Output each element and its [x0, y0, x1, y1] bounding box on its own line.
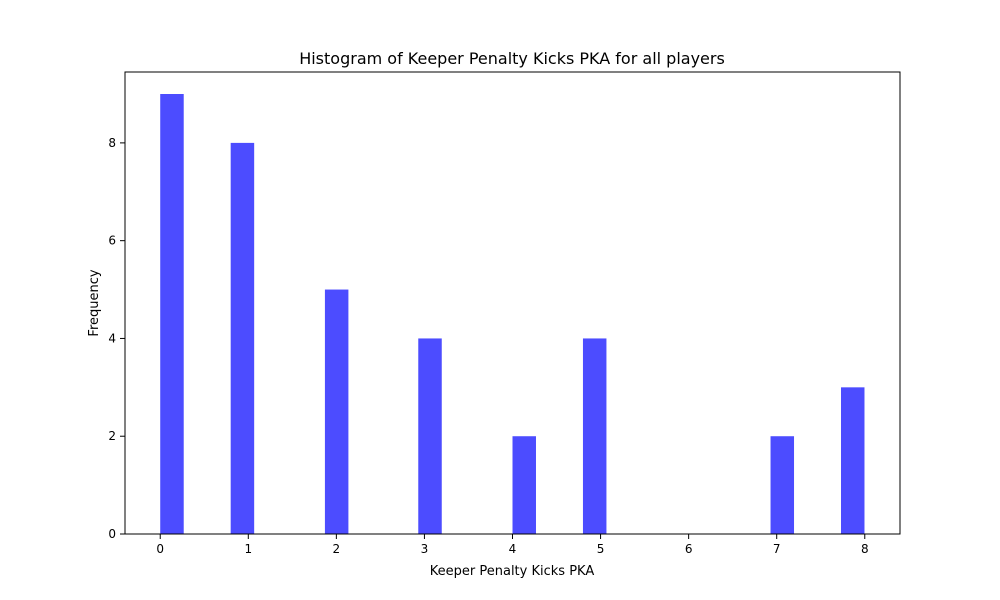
y-tick-label: 0	[108, 527, 116, 541]
bar-7	[840, 387, 865, 534]
bar-4	[512, 436, 536, 534]
y-tick-label: 4	[108, 331, 116, 345]
bar-5	[582, 338, 607, 534]
bar-2	[324, 289, 349, 534]
x-tick-label: 3	[421, 542, 429, 556]
x-tick-label: 8	[861, 542, 869, 556]
bar-6	[770, 436, 795, 534]
x-tick-label: 5	[597, 542, 605, 556]
x-tick-label: 7	[773, 542, 781, 556]
y-tick-label: 6	[108, 234, 116, 248]
x-tick-label: 6	[685, 542, 693, 556]
y-tick-label: 2	[108, 429, 116, 443]
x-tick-label: 0	[156, 542, 164, 556]
x-tick-label: 4	[509, 542, 517, 556]
x-tick-label: 1	[244, 542, 252, 556]
x-axis-label: Keeper Penalty Kicks PKA	[430, 564, 595, 579]
y-axis-label: Frequency	[87, 269, 102, 336]
chart-title: Histogram of Keeper Penalty Kicks PKA fo…	[299, 49, 725, 68]
x-tick-label: 2	[333, 542, 341, 556]
x-axis-ticks: 0 1 2 3 4 5 6 7 8	[156, 534, 869, 556]
bar-3	[418, 338, 442, 534]
y-tick-label: 8	[108, 136, 116, 150]
y-axis-ticks: 0 2 4 6 8	[108, 136, 125, 541]
bars-group	[160, 94, 865, 534]
bar-1	[230, 142, 255, 534]
bar-0	[160, 94, 184, 534]
